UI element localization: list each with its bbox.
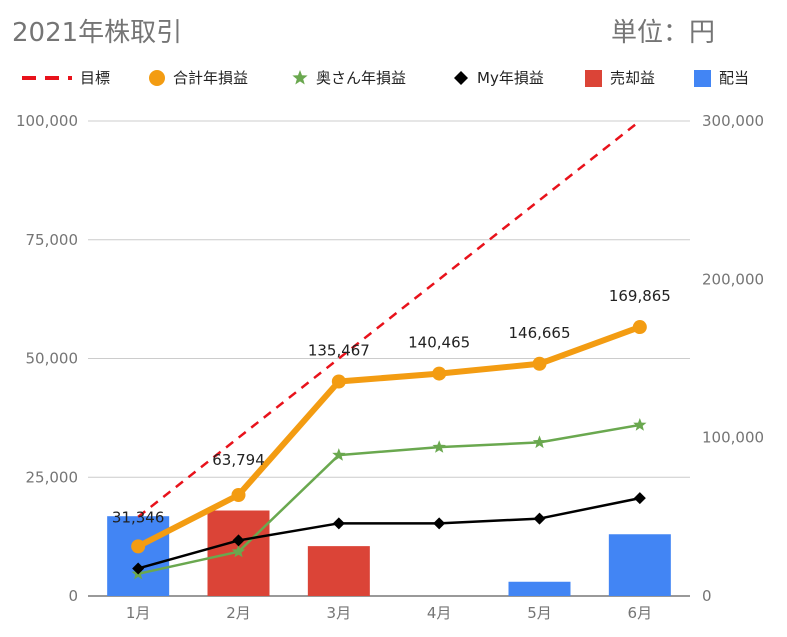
right-axis-tick: 100,000 (702, 429, 764, 447)
bar-売却益 (307, 546, 370, 596)
left-axis-tick: 50,000 (26, 350, 79, 368)
legend-marker-sell (585, 70, 602, 87)
point-My年損益 (433, 517, 446, 530)
point-合計年損益 (131, 539, 146, 554)
x-axis-tick: 1月 (126, 604, 151, 622)
right-axis-tick: 300,000 (702, 112, 764, 130)
legend-label-total: 合計年損益 (173, 69, 248, 87)
line-奥さん年損益 (137, 423, 641, 576)
legend-label-sell: 売却益 (610, 69, 655, 87)
line-目標 (137, 120, 641, 518)
left-axis-tick: 75,000 (26, 231, 79, 249)
point-合計年損益 (532, 356, 547, 371)
point-My年損益 (132, 562, 145, 575)
legend-label-my: My年損益 (477, 69, 544, 87)
right-axis-tick: 0 (702, 587, 712, 605)
point-合計年損益 (331, 374, 346, 389)
legend-marker-wife (292, 70, 308, 85)
line-合計年損益 (136, 324, 641, 550)
bar-配当 (508, 581, 571, 596)
bar-配当 (608, 534, 671, 596)
left-axis-tick: 100,000 (16, 112, 78, 130)
point-奥さん年損益 (231, 544, 246, 558)
point-合計年損益 (432, 366, 447, 381)
point-My年損益 (533, 512, 546, 525)
point-奥さん年損益 (332, 448, 346, 461)
point-My年損益 (332, 517, 345, 530)
data-label: 135,467 (308, 342, 370, 360)
data-label: 31,346 (112, 508, 165, 526)
legend-marker-my (454, 71, 468, 85)
point-奥さん年損益 (432, 440, 446, 453)
point-My年損益 (633, 492, 646, 505)
data-label: 146,665 (508, 324, 570, 342)
x-axis-tick: 5月 (527, 604, 552, 622)
legend-label-target: 目標 (80, 69, 110, 87)
point-合計年損益 (632, 320, 647, 335)
legend-marker-div (694, 70, 711, 87)
point-奥さん年損益 (633, 418, 647, 431)
x-axis-tick: 3月 (327, 604, 352, 622)
point-奥さん年損益 (532, 435, 547, 449)
legend-marker-total (149, 70, 165, 86)
point-My年損益 (232, 534, 245, 547)
left-axis-tick: 0 (68, 587, 78, 605)
bar-配当 (107, 516, 170, 596)
x-axis-tick: 2月 (226, 604, 251, 622)
x-axis-tick: 6月 (628, 604, 653, 622)
x-axis-tick: 4月 (427, 604, 452, 622)
right-axis-tick: 200,000 (702, 270, 764, 288)
unit-label: 単位：円 (610, 18, 715, 48)
left-axis-tick: 25,000 (26, 468, 79, 486)
legend-label-wife: 奥さん年損益 (316, 69, 406, 87)
chart-title: 2021年株取引 (12, 18, 183, 48)
line-My年損益 (137, 496, 641, 570)
data-label: 63,794 (212, 451, 265, 469)
point-合計年損益 (231, 487, 246, 502)
legend-label-div: 配当 (719, 69, 749, 87)
data-label: 140,465 (408, 334, 470, 352)
data-label: 169,865 (609, 287, 671, 305)
